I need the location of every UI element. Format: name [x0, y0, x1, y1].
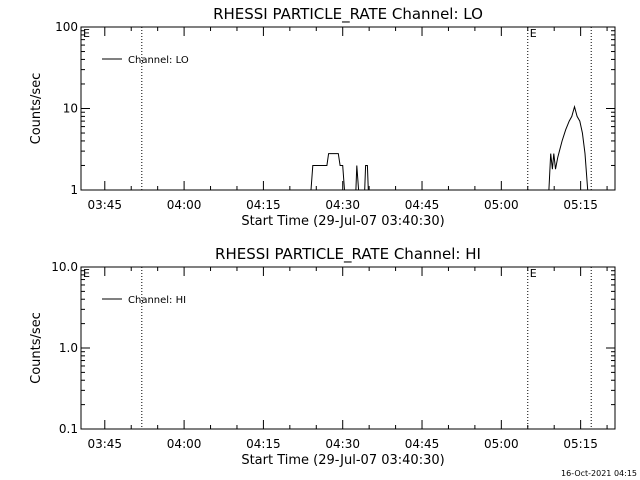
lo-channel-panel: RHESSI PARTICLE_RATE Channel: LO 1 10 100 Co…: [29, 5, 616, 229]
x-tick-label: 05:15: [563, 198, 598, 212]
x-tick-label: 04:15: [246, 198, 281, 212]
x-axis-label: Start Time (29-Jul-07 03:40:30): [241, 453, 444, 468]
x-tick-label: 05:00: [484, 437, 519, 451]
corner-marker-label: E: [83, 27, 90, 40]
legend-label: Channel: HI: [128, 295, 186, 306]
generation-timestamp: 16-Oct-2021 04:15: [561, 469, 637, 478]
event-marker-label: E: [530, 267, 537, 280]
x-tick-label: 05:15: [563, 437, 598, 451]
y-tick-label: 10: [63, 102, 78, 116]
legend-label: Channel: LO: [128, 55, 189, 66]
x-tick-label: 03:45: [87, 437, 122, 451]
x-tick-label: 04:00: [167, 437, 202, 451]
event-marker-label: E: [530, 27, 537, 40]
x-tick-label: 04:30: [325, 198, 360, 212]
x-axis-label: Start Time (29-Jul-07 03:40:30): [241, 214, 444, 229]
y-tick-label: 100: [55, 20, 78, 34]
y-tick-label: 10.0: [51, 260, 78, 274]
corner-marker-label: E: [83, 267, 90, 280]
y-tick-label: 0.1: [59, 422, 78, 436]
hi-channel-panel: RHESSI PARTICLE_RATE Channel: HI 0.1 1.0 10…: [29, 245, 616, 468]
chart-title: RHESSI PARTICLE_RATE Channel: HI: [215, 245, 481, 264]
x-tick-label: 04:45: [405, 437, 440, 451]
x-tick-label: 04:30: [325, 437, 360, 451]
x-tick-label: 04:00: [167, 198, 202, 212]
y-axis-label: Counts/sec: [29, 312, 44, 384]
x-tick-label: 04:15: [246, 437, 281, 451]
x-tick-label: 04:45: [405, 198, 440, 212]
chart-title: RHESSI PARTICLE_RATE Channel: LO: [213, 5, 483, 24]
x-tick-label: 03:45: [87, 198, 122, 212]
y-axis-label: Counts/sec: [29, 73, 44, 145]
y-tick-label: 1: [70, 183, 78, 197]
y-tick-label: 1.0: [59, 341, 78, 355]
x-tick-label: 05:00: [484, 198, 519, 212]
series-line: [310, 104, 589, 191]
